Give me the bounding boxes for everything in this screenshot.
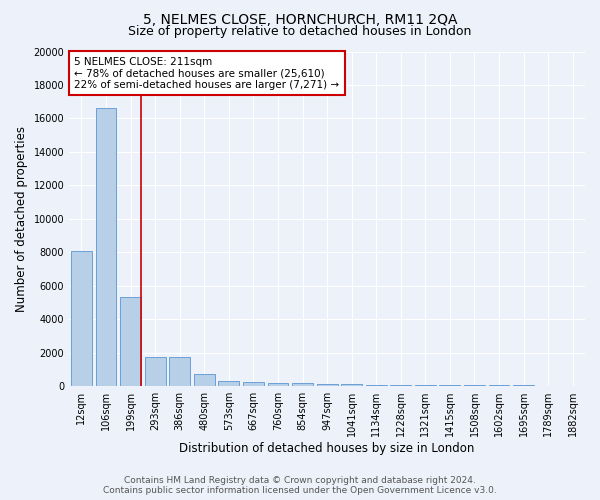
Bar <box>194 374 215 386</box>
Bar <box>268 382 289 386</box>
Bar <box>341 384 362 386</box>
Bar <box>71 250 92 386</box>
X-axis label: Distribution of detached houses by size in London: Distribution of detached houses by size … <box>179 442 475 455</box>
Bar <box>145 357 166 386</box>
Bar <box>439 385 460 386</box>
Bar <box>120 298 141 386</box>
Bar <box>292 383 313 386</box>
Text: Size of property relative to detached houses in London: Size of property relative to detached ho… <box>128 25 472 38</box>
Bar <box>391 385 411 386</box>
Y-axis label: Number of detached properties: Number of detached properties <box>15 126 28 312</box>
Bar <box>95 108 116 386</box>
Bar <box>243 382 264 386</box>
Bar <box>218 380 239 386</box>
Bar <box>366 384 386 386</box>
Bar <box>415 385 436 386</box>
Text: Contains HM Land Registry data © Crown copyright and database right 2024.
Contai: Contains HM Land Registry data © Crown c… <box>103 476 497 495</box>
Bar <box>317 384 338 386</box>
Text: 5 NELMES CLOSE: 211sqm
← 78% of detached houses are smaller (25,610)
22% of semi: 5 NELMES CLOSE: 211sqm ← 78% of detached… <box>74 56 340 90</box>
Text: 5, NELMES CLOSE, HORNCHURCH, RM11 2QA: 5, NELMES CLOSE, HORNCHURCH, RM11 2QA <box>143 12 457 26</box>
Bar <box>169 357 190 386</box>
